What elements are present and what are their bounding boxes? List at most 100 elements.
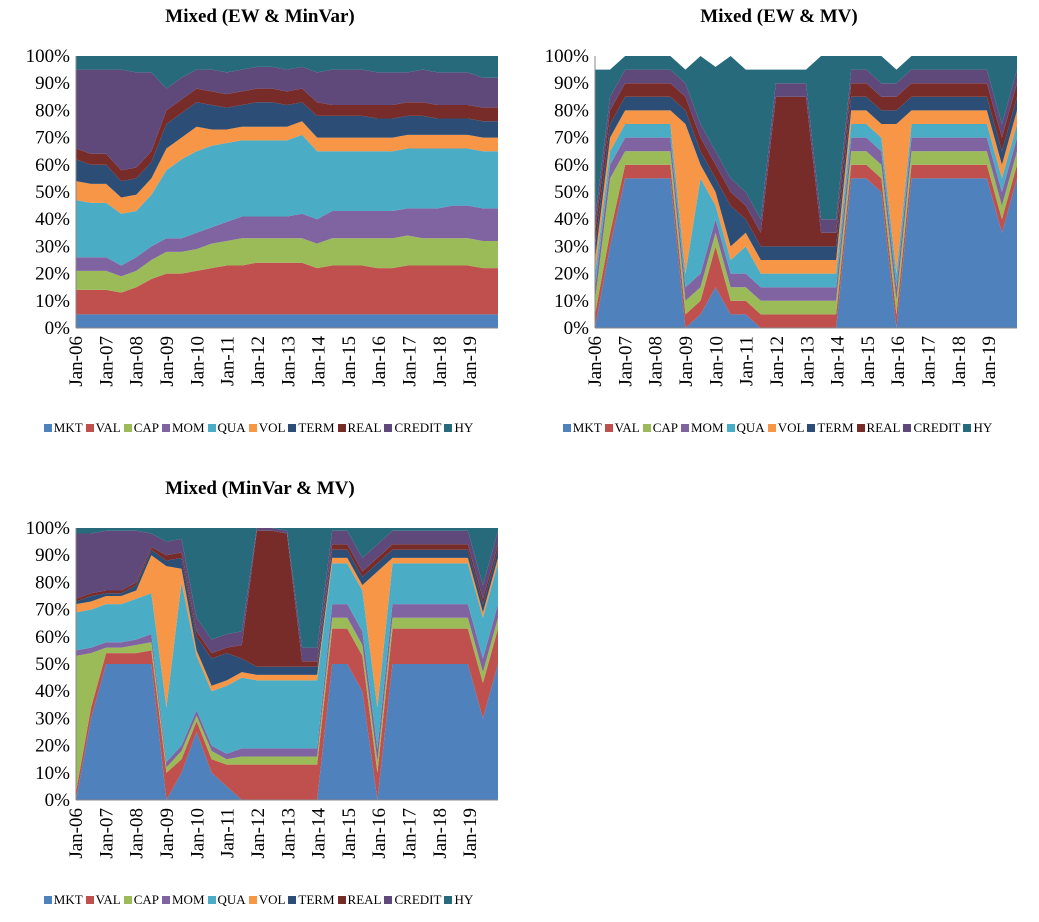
x-tick-label: Jan-10 <box>187 808 208 859</box>
legend-swatch <box>207 896 216 904</box>
legend-swatch <box>43 424 52 432</box>
legend-label: CREDIT <box>394 420 442 435</box>
area-series-vol <box>595 110 1017 274</box>
area-series-mkt <box>595 178 1017 328</box>
x-tick-label: Jan-15 <box>858 336 879 387</box>
chart-legend: MKT VAL CAP MOM QUA VOL TERM REAL CREDIT HY <box>0 420 520 436</box>
legend-label: QUA <box>217 420 246 435</box>
legend-swatch <box>384 424 393 432</box>
legend-item-qua: QUA <box>207 420 246 436</box>
y-tick-label: 0% <box>45 318 71 339</box>
x-tick-label: Jan-08 <box>127 336 148 387</box>
y-tick-label: 60% <box>35 627 70 648</box>
x-tick-label: Jan-17 <box>919 336 940 387</box>
legend-item-cap: CAP <box>642 420 678 436</box>
stacked-area-chart: 0% 10% 20% 30% 40% 50% 60% 70% 80% 90% 100% Jan-06 J… <box>26 46 498 387</box>
y-tick-label: 80% <box>554 100 589 121</box>
y-tick-label: 50% <box>554 182 589 203</box>
y-tick-label: 60% <box>35 155 70 176</box>
area-series-vol <box>76 555 498 708</box>
legend-swatch <box>288 896 297 904</box>
legend-swatch <box>248 896 257 904</box>
chart-legend: MKT VAL CAP MOM QUA VOL TERM REAL CREDIT HY <box>519 420 1039 436</box>
legend-item-vol: VOL <box>248 420 285 436</box>
legend-swatch <box>856 424 865 432</box>
x-tick-label: Jan-11 <box>218 336 239 386</box>
x-tick-label: Jan-10 <box>187 336 208 387</box>
x-tick-label: Jan-06 <box>66 336 87 387</box>
legend-item-mkt: MKT <box>43 420 83 436</box>
x-tick-label: Jan-19 <box>460 808 481 859</box>
stacked-area-chart: 0% 10% 20% 30% 40% 50% 60% 70% 80% 90% 100% Jan-06 J… <box>545 46 1017 387</box>
x-tick-label: Jan-14 <box>828 336 849 387</box>
y-tick-label: 0% <box>45 790 71 811</box>
legend-swatch <box>726 424 735 432</box>
y-tick-label: 10% <box>554 291 589 312</box>
legend-swatch <box>43 896 52 904</box>
legend-item-term: TERM <box>288 892 335 908</box>
legend-item-term: TERM <box>288 420 335 436</box>
legend-swatch <box>162 896 170 904</box>
legend-item-credit: CREDIT <box>903 420 960 436</box>
chart-title: Mixed (MinVar & MV) <box>165 478 355 499</box>
y-tick-label: 100% <box>26 46 71 67</box>
legend-label: MOM <box>172 420 205 435</box>
legend-item-vol: VOL <box>248 892 285 908</box>
legend-item-mom: MOM <box>162 892 205 908</box>
chart-title: Mixed (EW & MinVar) <box>165 6 355 27</box>
legend-swatch <box>963 424 972 432</box>
legend-swatch <box>642 424 651 432</box>
x-tick-label: Jan-08 <box>127 808 148 859</box>
x-tick-label: Jan-09 <box>157 808 178 859</box>
x-tick-label: Jan-17 <box>400 808 421 859</box>
legend-item-term: TERM <box>807 420 854 436</box>
y-tick-label: 80% <box>35 572 70 593</box>
x-tick-label: Jan-17 <box>400 336 421 387</box>
area-series-qua <box>76 563 498 762</box>
legend-item-cap: CAP <box>123 892 159 908</box>
legend-swatch <box>807 424 816 432</box>
y-tick-label: 10% <box>35 291 70 312</box>
x-tick-label: Jan-07 <box>96 336 117 387</box>
legend-swatch <box>123 896 132 904</box>
legend-swatch <box>337 896 346 904</box>
legend-label: TERM <box>298 420 335 435</box>
x-tick-label: Jan-06 <box>585 336 606 387</box>
legend-swatch <box>767 424 776 432</box>
legend-label: CAP <box>133 892 159 907</box>
legend-label: MOM <box>172 892 205 907</box>
y-tick-label: 40% <box>35 681 70 702</box>
legend-label: HY <box>454 420 474 435</box>
area-series-mkt <box>76 314 498 328</box>
x-tick-label: Jan-19 <box>460 336 481 387</box>
x-tick-label: Jan-12 <box>248 808 269 859</box>
legend-label: HY <box>454 892 474 907</box>
area-series-val <box>76 262 498 315</box>
legend-label: VAL <box>95 892 121 907</box>
y-tick-label: 90% <box>35 545 70 566</box>
x-tick-label: Jan-08 <box>646 336 667 387</box>
x-tick-label: Jan-13 <box>278 336 299 387</box>
legend-item-qua: QUA <box>726 420 765 436</box>
legend-swatch <box>681 424 689 432</box>
x-tick-label: Jan-10 <box>706 336 727 387</box>
legend-item-qua: QUA <box>207 892 246 908</box>
area-series-term <box>76 102 498 198</box>
area-series-real <box>595 83 1017 247</box>
legend-swatch <box>123 424 132 432</box>
area-series-qua <box>76 134 498 266</box>
area-series-vol <box>76 121 498 214</box>
x-tick-label: Jan-13 <box>278 808 299 859</box>
y-tick-label: 90% <box>554 73 589 94</box>
legend-label: REAL <box>347 420 382 435</box>
x-tick-label: Jan-16 <box>888 336 909 387</box>
x-tick-label: Jan-14 <box>309 336 330 387</box>
y-tick-label: 40% <box>35 209 70 230</box>
legend-item-hy: HY <box>444 892 473 908</box>
chart-panel-minvar-mv: Mixed (MinVar & MV) 0% 10% 20% 30% 40% 50% 60%… <box>0 472 520 911</box>
legend-item-real: REAL <box>337 420 382 436</box>
legend-item-hy: HY <box>444 420 473 436</box>
x-tick-label: Jan-09 <box>676 336 697 387</box>
legend-label: VAL <box>95 420 121 435</box>
area-series-real <box>76 530 498 667</box>
